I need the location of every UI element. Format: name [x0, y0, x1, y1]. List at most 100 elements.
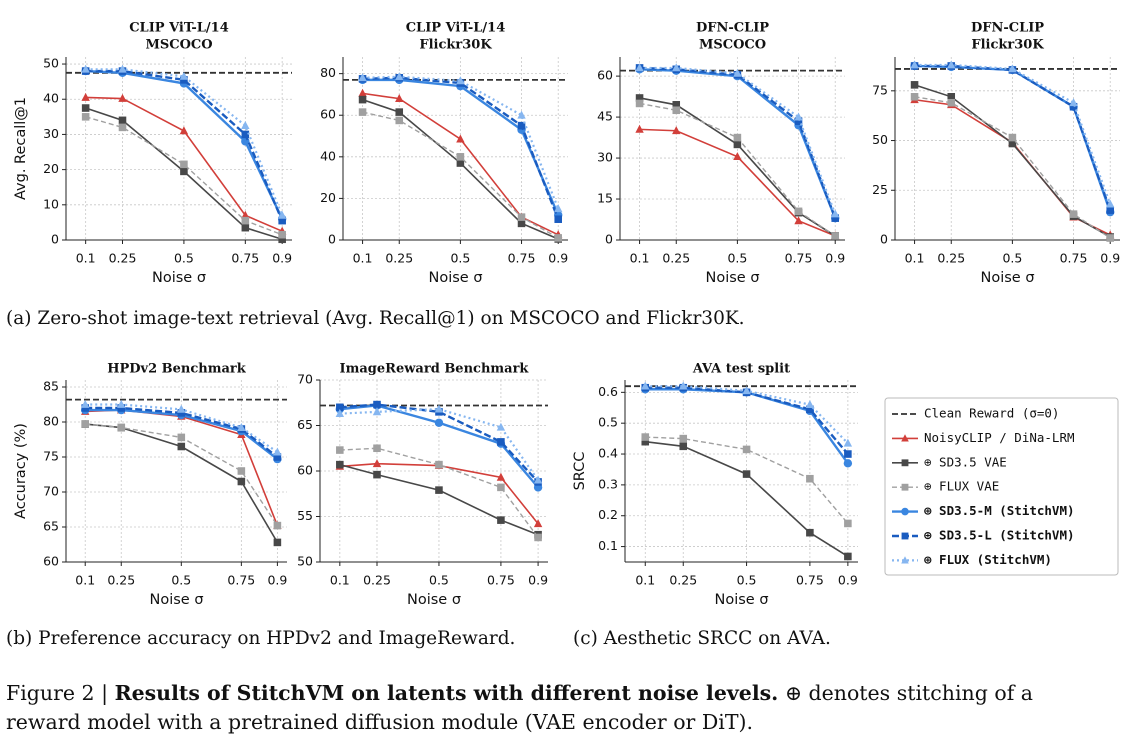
- y-tick-label: 60: [597, 68, 613, 83]
- marker: [517, 219, 526, 228]
- x-tick-label: 0.1: [75, 573, 95, 588]
- x-tick-label: 0.25: [385, 251, 413, 266]
- marker: [241, 223, 250, 232]
- series-line: [85, 116, 283, 236]
- marker: [273, 538, 282, 547]
- marker: [554, 204, 563, 213]
- x-tick-label: 0.5: [1002, 251, 1022, 266]
- figure-bold: Results of StitchVM on latents with diff…: [115, 681, 779, 705]
- marker: [81, 92, 90, 101]
- marker: [1106, 206, 1114, 214]
- marker: [278, 230, 286, 239]
- marker: [672, 106, 681, 115]
- marker: [81, 399, 90, 408]
- x-axis-label: Noise σ: [149, 592, 203, 608]
- marker: [435, 460, 443, 469]
- marker: [1008, 133, 1017, 142]
- marker: [273, 447, 282, 456]
- y-tick-label: 15: [597, 191, 613, 206]
- marker: [177, 404, 186, 413]
- marker: [805, 400, 815, 409]
- marker: [497, 438, 505, 446]
- marker: [395, 116, 404, 125]
- y-tick-label: 80: [320, 65, 336, 80]
- y-tick-label: 0.1: [598, 538, 618, 553]
- x-axis-label: Noise σ: [428, 270, 482, 286]
- marker: [831, 209, 840, 218]
- y-tick-label: 60: [320, 107, 336, 122]
- y-tick-label: 50: [872, 132, 888, 147]
- caption-a: (a) Zero-shot image-text retrieval (Avg.…: [6, 308, 745, 329]
- marker: [241, 216, 250, 225]
- marker: [335, 409, 345, 418]
- chart-title: HPDv2 Benchmark: [107, 362, 247, 377]
- x-tick-label: 0.25: [662, 251, 690, 266]
- marker: [177, 433, 186, 442]
- marker: [117, 423, 126, 432]
- marker: [672, 101, 681, 109]
- x-axis-label: Noise σ: [407, 592, 461, 608]
- figure-caption-line2: reward model with a pretrained diffusion…: [6, 710, 753, 734]
- chart-title: CLIP ViT-L/14: [129, 21, 229, 36]
- x-tick-label: 0.75: [796, 573, 824, 588]
- marker: [118, 116, 127, 125]
- x-tick-label: 0.75: [785, 251, 813, 266]
- y-tick-label: 0.4: [598, 446, 618, 461]
- marker: [241, 130, 250, 139]
- x-tick-label: 0.25: [107, 573, 135, 588]
- y-tick-label: 75: [43, 449, 59, 464]
- marker: [81, 113, 90, 121]
- marker: [177, 442, 186, 451]
- y-tick-label: 75: [872, 82, 888, 97]
- marker: [358, 108, 367, 116]
- y-tick-label: 0: [51, 232, 59, 247]
- marker: [901, 556, 909, 564]
- marker: [241, 121, 250, 129]
- figure-caption: Figure 2 | Results of StitchVM on latent…: [6, 681, 1033, 706]
- marker: [81, 104, 90, 112]
- x-tick-label: 0.25: [937, 251, 965, 266]
- y-tick-label: 80: [43, 414, 59, 429]
- legend-label: ⊕ SD3.5-M (StitchVM): [924, 503, 1075, 518]
- marker: [179, 71, 189, 80]
- y-tick-label: 20: [320, 190, 336, 205]
- marker: [554, 234, 562, 242]
- marker: [517, 110, 526, 119]
- y-tick-label: 70: [297, 372, 313, 387]
- marker: [794, 117, 803, 125]
- marker: [635, 99, 644, 108]
- marker: [554, 215, 562, 223]
- marker: [806, 405, 814, 414]
- x-tick-label: 0.1: [630, 251, 650, 266]
- legend-label: ⊕ FLUX VAE: [924, 479, 999, 494]
- marker: [277, 210, 287, 219]
- marker: [278, 235, 286, 244]
- x-tick-label: 0.25: [363, 573, 391, 588]
- marker: [336, 403, 344, 412]
- chart-title: AVA test split: [692, 362, 790, 377]
- series-line: [639, 66, 837, 219]
- marker: [117, 399, 126, 408]
- x-tick-label: 0.75: [227, 573, 255, 588]
- y-tick-label: 40: [43, 91, 59, 106]
- legend-label: Clean Reward (σ=0): [924, 406, 1059, 421]
- y-tick-label: 60: [43, 554, 59, 569]
- marker: [456, 159, 465, 167]
- legend-label: NoisyCLIP / DiNa-LRM: [924, 430, 1075, 445]
- marker: [81, 64, 90, 73]
- x-tick-label: 0.9: [825, 251, 845, 266]
- marker: [733, 140, 742, 149]
- marker: [395, 108, 404, 116]
- x-tick-label: 0.5: [171, 573, 191, 588]
- x-tick-label: 0.1: [76, 251, 96, 266]
- marker: [517, 121, 526, 130]
- series-line: [339, 447, 539, 538]
- y-tick-label: 30: [43, 126, 59, 141]
- x-tick-label: 0.75: [487, 573, 515, 588]
- x-tick-label: 0.5: [450, 251, 470, 266]
- y-tick-label: 45: [597, 109, 613, 124]
- series-line: [339, 403, 539, 483]
- marker: [358, 95, 367, 104]
- marker: [635, 94, 644, 102]
